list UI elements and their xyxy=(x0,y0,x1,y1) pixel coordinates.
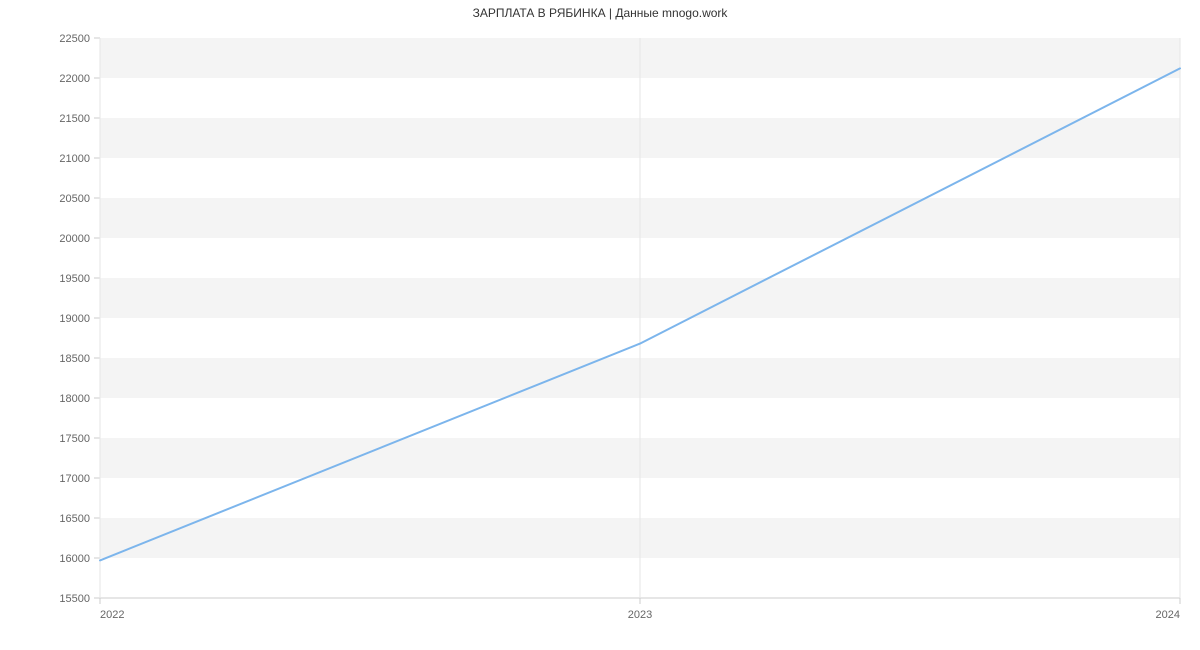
y-tick-label: 18000 xyxy=(59,393,90,405)
y-tick-label: 22000 xyxy=(59,73,90,85)
salary-chart: ЗАРПЛАТА В РЯБИНКА | Данные mnogo.work 1… xyxy=(0,0,1200,650)
chart-svg: 15500 16000 16500 17000 17500 18000 18500 19000… xyxy=(0,0,1200,650)
y-tick-label: 18500 xyxy=(59,353,90,365)
y-tick-label: 17500 xyxy=(59,433,90,445)
x-tick-label: 2023 xyxy=(628,609,652,621)
chart-title: ЗАРПЛАТА В РЯБИНКА | Данные mnogo.work xyxy=(0,6,1200,20)
y-tick-label: 19000 xyxy=(59,313,90,325)
x-tick-label: 2024 xyxy=(1156,609,1180,621)
x-tick-label: 2022 xyxy=(100,609,124,621)
y-tick-label: 15500 xyxy=(59,593,90,605)
y-tick-label: 16500 xyxy=(59,513,90,525)
y-tick-label: 19500 xyxy=(59,273,90,285)
y-tick-label: 21000 xyxy=(59,153,90,165)
y-tick-label: 16000 xyxy=(59,553,90,565)
y-tick-label: 21500 xyxy=(59,113,90,125)
y-tick-label: 20000 xyxy=(59,233,90,245)
y-tick-label: 20500 xyxy=(59,193,90,205)
y-tick-label: 17000 xyxy=(59,473,90,485)
y-tick-label: 22500 xyxy=(59,33,90,45)
